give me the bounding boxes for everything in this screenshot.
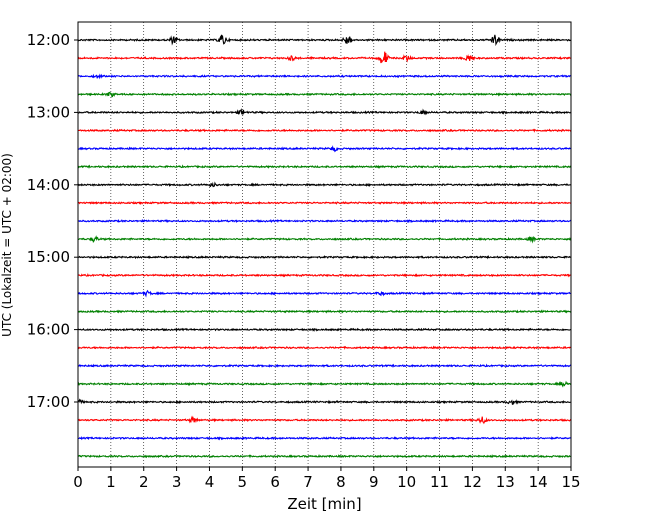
seismogram-trace (77, 454, 572, 459)
x-tick-label: 2 (139, 473, 149, 491)
x-tick-label: 12 (463, 473, 482, 491)
seismogram-trace (77, 51, 572, 64)
seismogram-trace (77, 164, 572, 169)
y-axis: 12:00 13:00 14:00 15:00 16:00 17:00 (27, 31, 78, 411)
seismogram-trace (77, 254, 572, 260)
seismogram-trace (77, 34, 572, 47)
seismogram-trace (77, 73, 572, 80)
y-axis-label: UTC (Lokalzeit = UTC + 02:00) (0, 153, 14, 337)
seismogram-traces (77, 34, 572, 459)
x-tick-label: 0 (73, 473, 83, 491)
seismogram-trace (77, 415, 572, 425)
x-tick-label: 3 (172, 473, 182, 491)
x-tick-label: 10 (397, 473, 416, 491)
seismogram-trace (77, 327, 572, 332)
plot-frame (77, 21, 572, 468)
seismogram-trace (77, 309, 572, 314)
seismogram-trace (77, 108, 572, 116)
y-tick-label: 13:00 (27, 103, 70, 121)
x-axis: 0 1 2 3 4 5 6 7 8 9 10 11 12 13 14 15 (73, 467, 581, 491)
seismogram-trace (77, 91, 572, 98)
seismogram-trace (77, 128, 572, 133)
x-tick-label: 5 (238, 473, 248, 491)
y-tick-label: 17:00 (27, 393, 70, 411)
x-tick-label: 11 (430, 473, 449, 491)
seismogram-trace (77, 436, 572, 441)
seismogram-trace (77, 218, 572, 224)
x-tick-label: 7 (303, 473, 313, 491)
y-tick-label: 16:00 (27, 321, 70, 339)
x-tick-label: 6 (270, 473, 280, 491)
seismogram-trace (77, 181, 572, 188)
grid-lines (110, 22, 539, 467)
x-tick-label: 15 (561, 473, 580, 491)
x-tick-label: 1 (106, 473, 116, 491)
seismogram-trace (77, 363, 572, 369)
x-tick-label: 14 (529, 473, 548, 491)
y-tick-label: 15:00 (27, 248, 70, 266)
seismogram-trace (77, 235, 572, 244)
x-axis-label: Zeit [min] (287, 495, 361, 513)
x-tick-label: 9 (369, 473, 379, 491)
seismogram-trace (77, 345, 572, 350)
seismogram-trace (77, 289, 572, 298)
y-tick-label: 12:00 (27, 31, 70, 49)
x-tick-label: 4 (205, 473, 215, 491)
seismogram-trace (77, 145, 572, 153)
x-tick-label: 13 (496, 473, 515, 491)
x-tick-label: 8 (336, 473, 346, 491)
seismogram-trace (77, 380, 572, 388)
y-tick-label: 14:00 (27, 176, 70, 194)
seismogram-trace (77, 398, 572, 405)
seismogram-trace (77, 200, 572, 206)
seismogram-trace (77, 272, 572, 278)
